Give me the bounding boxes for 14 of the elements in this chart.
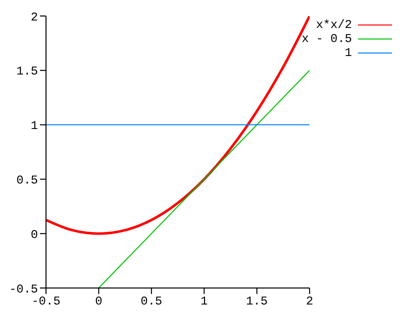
x-tick-label: 0.5 bbox=[140, 294, 162, 309]
y-tick-label: 1.5 bbox=[16, 64, 38, 79]
x-tick-label: 0 bbox=[95, 294, 102, 309]
y-tick-label: 1 bbox=[30, 119, 38, 134]
x-tick-label: 2 bbox=[306, 294, 314, 309]
y-tick-label: 0 bbox=[30, 228, 38, 242]
legend-label: x - 0.5 bbox=[302, 32, 352, 46]
legend-label: x*x/2 bbox=[316, 18, 352, 32]
y-tick-label: 0.5 bbox=[16, 173, 38, 188]
y-tick-label: 2 bbox=[30, 10, 38, 24]
legend-label: 1 bbox=[344, 46, 352, 60]
x-tick-label: 1 bbox=[200, 294, 208, 309]
x-tick-label: 1.5 bbox=[246, 294, 268, 309]
y-tick-label: -0.5 bbox=[9, 282, 38, 296]
